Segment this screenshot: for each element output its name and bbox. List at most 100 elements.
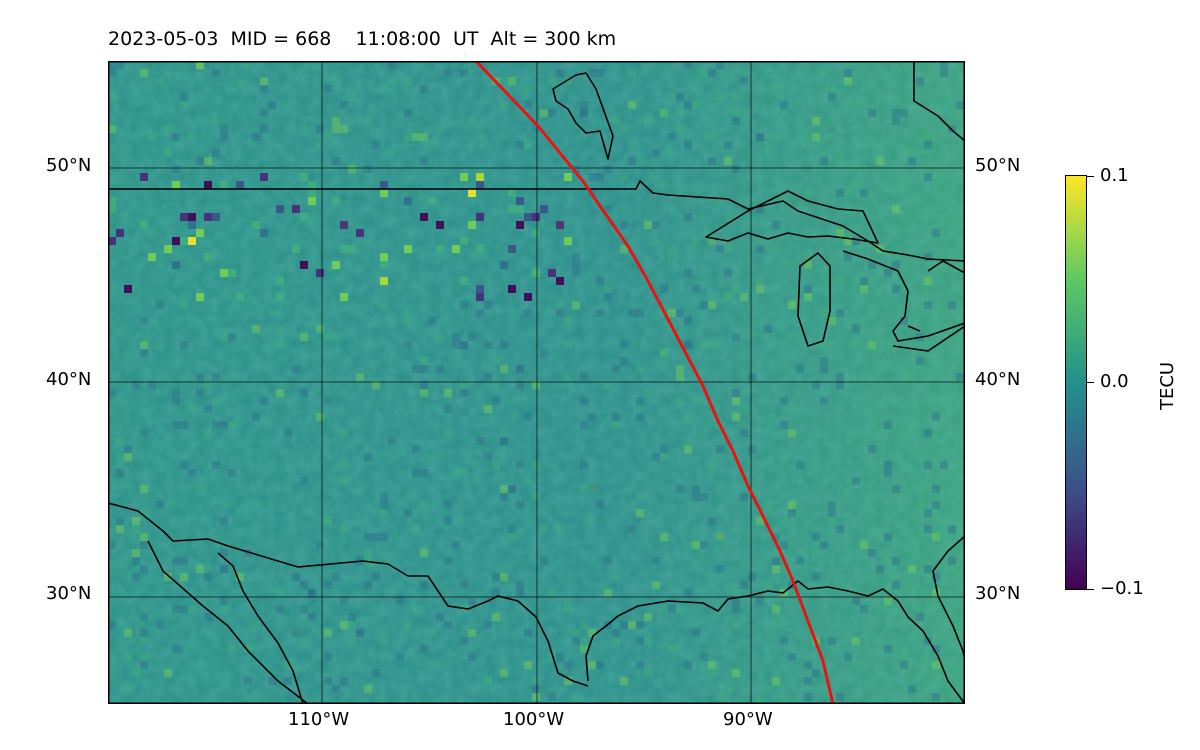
tec-pixel xyxy=(468,333,476,341)
tec-pixel xyxy=(220,181,228,189)
tec-pixel xyxy=(780,693,788,701)
tec-pixel xyxy=(444,389,452,397)
tec-pixel xyxy=(220,501,228,509)
tec-pixel xyxy=(948,381,956,389)
tec-pixel xyxy=(108,197,116,205)
tec-pixel xyxy=(844,437,852,445)
tec-pixel xyxy=(404,317,412,325)
tec-pixel xyxy=(324,397,332,405)
tec-pixel xyxy=(460,469,468,477)
tec-pixel xyxy=(436,245,444,253)
tec-pixel xyxy=(924,461,932,469)
lat-label-40n-right: 40°N xyxy=(975,369,1021,390)
tec-pixel xyxy=(828,637,836,645)
tec-pixel xyxy=(772,677,780,685)
tec-pixel xyxy=(292,365,300,373)
tec-pixel xyxy=(196,373,204,381)
tec-pixel xyxy=(444,517,452,525)
tec-pixel xyxy=(644,637,652,645)
tec-pixel xyxy=(316,325,324,333)
tec-pixel xyxy=(708,69,716,77)
tec-pixel xyxy=(580,109,588,117)
tec-pixel xyxy=(596,173,604,181)
tec-pixel xyxy=(540,685,548,693)
tec-pixel xyxy=(332,77,340,85)
tec-pixel xyxy=(940,61,948,69)
tec-pixel xyxy=(700,69,708,77)
tec-pixel xyxy=(268,677,276,685)
tec-pixel xyxy=(940,309,948,317)
tec-pixel xyxy=(532,693,540,701)
tec-pixel xyxy=(180,341,188,349)
tec-pixel xyxy=(932,533,940,541)
tec-pixel xyxy=(932,669,940,677)
tec-pixel xyxy=(260,109,268,117)
tec-pixel xyxy=(364,581,372,589)
tec-pixel xyxy=(172,237,180,245)
tec-pixel xyxy=(236,293,244,301)
tec-pixel xyxy=(820,69,828,77)
tec-pixel xyxy=(924,301,932,309)
tec-pixel xyxy=(372,381,380,389)
tec-pixel xyxy=(804,133,812,141)
tec-pixel xyxy=(620,677,628,685)
tec-pixel xyxy=(828,509,836,517)
tec-pixel xyxy=(788,541,796,549)
tec-pixel xyxy=(692,629,700,637)
tec-pixel xyxy=(692,493,700,501)
tec-pixel xyxy=(788,501,796,509)
tec-pixel xyxy=(948,301,956,309)
tec-pixel xyxy=(780,341,788,349)
tec-pixel xyxy=(556,301,564,309)
tec-pixel xyxy=(852,341,860,349)
tec-pixel xyxy=(140,173,148,181)
tec-pixel xyxy=(684,61,692,69)
tec-pixel xyxy=(340,461,348,469)
tec-pixel xyxy=(668,253,676,261)
tec-pixel xyxy=(700,341,708,349)
tec-pixel xyxy=(812,533,820,541)
tec-pixel xyxy=(900,317,908,325)
tec-pixel xyxy=(836,381,844,389)
tec-pixel xyxy=(860,165,868,173)
tec-pixel xyxy=(476,173,484,181)
tec-pixel xyxy=(564,341,572,349)
tec-pixel xyxy=(476,309,484,317)
tec-pixel xyxy=(516,141,524,149)
tec-pixel xyxy=(292,629,300,637)
tec-pixel xyxy=(708,237,716,245)
tec-pixel xyxy=(180,421,188,429)
tec-pixel xyxy=(844,493,852,501)
tec-pixel xyxy=(924,133,932,141)
tec-pixel xyxy=(692,237,700,245)
tec-pixel xyxy=(196,61,204,69)
tec-pixel xyxy=(804,165,812,173)
baja-coast xyxy=(217,552,304,704)
tec-pixel xyxy=(556,221,564,229)
tec-map[interactable] xyxy=(108,61,965,704)
tec-pixel xyxy=(644,613,652,621)
tec-pixel xyxy=(924,485,932,493)
tec-pixel xyxy=(412,125,420,133)
tec-pixel xyxy=(156,501,164,509)
tec-pixel xyxy=(732,109,740,117)
tec-pixel xyxy=(564,237,572,245)
tec-pixel xyxy=(228,469,236,477)
tec-pixel xyxy=(468,629,476,637)
tec-pixel xyxy=(172,421,180,429)
tec-pixel xyxy=(572,301,580,309)
tec-pixel xyxy=(452,341,460,349)
tec-pixel xyxy=(908,373,916,381)
tec-pixel xyxy=(444,429,452,437)
tec-pixel xyxy=(180,301,188,309)
tec-pixel xyxy=(180,573,188,581)
tec-pixel xyxy=(348,165,356,173)
tec-pixel xyxy=(932,485,940,493)
tec-pixel xyxy=(188,213,196,221)
tec-pixel xyxy=(188,405,196,413)
tec-pixel xyxy=(596,309,604,317)
tec-pixel xyxy=(204,157,212,165)
tec-pixel xyxy=(924,509,932,517)
tec-pixel xyxy=(316,269,324,277)
tec-pixel xyxy=(428,661,436,669)
